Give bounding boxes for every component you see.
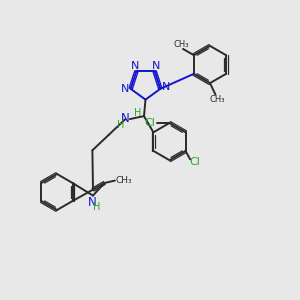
Text: N: N — [121, 84, 130, 94]
Text: Cl: Cl — [189, 157, 200, 167]
Text: CH₃: CH₃ — [209, 94, 225, 103]
Text: N: N — [130, 61, 139, 71]
Text: N: N — [162, 82, 170, 92]
Text: N: N — [152, 61, 160, 71]
Text: Cl: Cl — [144, 118, 155, 128]
Text: N: N — [120, 112, 129, 125]
Text: N: N — [88, 196, 97, 209]
Text: H: H — [93, 202, 100, 212]
Text: CH₃: CH₃ — [174, 40, 189, 49]
Text: H: H — [134, 107, 141, 118]
Text: H: H — [117, 120, 124, 130]
Text: CH₃: CH₃ — [116, 176, 132, 185]
